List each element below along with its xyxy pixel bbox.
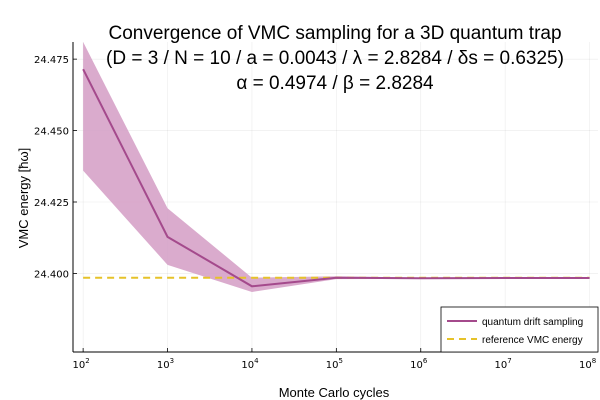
title-line-3: α = 0.4974 / β = 2.8284 <box>236 73 434 94</box>
legend: quantum drift sampling reference VMC ene… <box>440 306 599 353</box>
legend-label-drift: quantum drift sampling <box>482 317 583 328</box>
y-tick-label: 24.475 <box>34 55 69 66</box>
x-axis-label: Monte Carlo cycles <box>279 385 390 400</box>
y-tick-label: 24.425 <box>34 198 69 209</box>
series-lines <box>82 68 590 288</box>
title-line-2: (D = 3 / N = 10 / a = 0.0043 / λ = 2.828… <box>106 48 564 69</box>
ticks: 102 103 104 105 106 107 108 24.400 24.425 24.450 2… <box>34 55 596 371</box>
x-tick-label: 104 <box>241 357 259 371</box>
x-tick-label: 106 <box>410 357 428 371</box>
title-line-1: Convergence of VMC sampling for a 3D qua… <box>108 23 561 44</box>
x-tick-label: 105 <box>326 357 343 371</box>
legend-label-reference: reference VMC energy <box>482 335 583 346</box>
x-tick-label: 102 <box>73 357 90 371</box>
y-tick-label: 24.450 <box>34 127 69 138</box>
series-line-drift <box>82 68 590 288</box>
x-tick-label: 108 <box>579 357 596 371</box>
x-tick-label: 103 <box>157 357 174 371</box>
legend-box <box>440 306 599 353</box>
y-tick-label: 24.400 <box>34 269 69 280</box>
y-axis-label: VMC energy [ħω] <box>16 148 31 248</box>
chart-title: Convergence of VMC sampling for a 3D qua… <box>106 23 564 94</box>
x-tick-label: 107 <box>495 357 512 371</box>
